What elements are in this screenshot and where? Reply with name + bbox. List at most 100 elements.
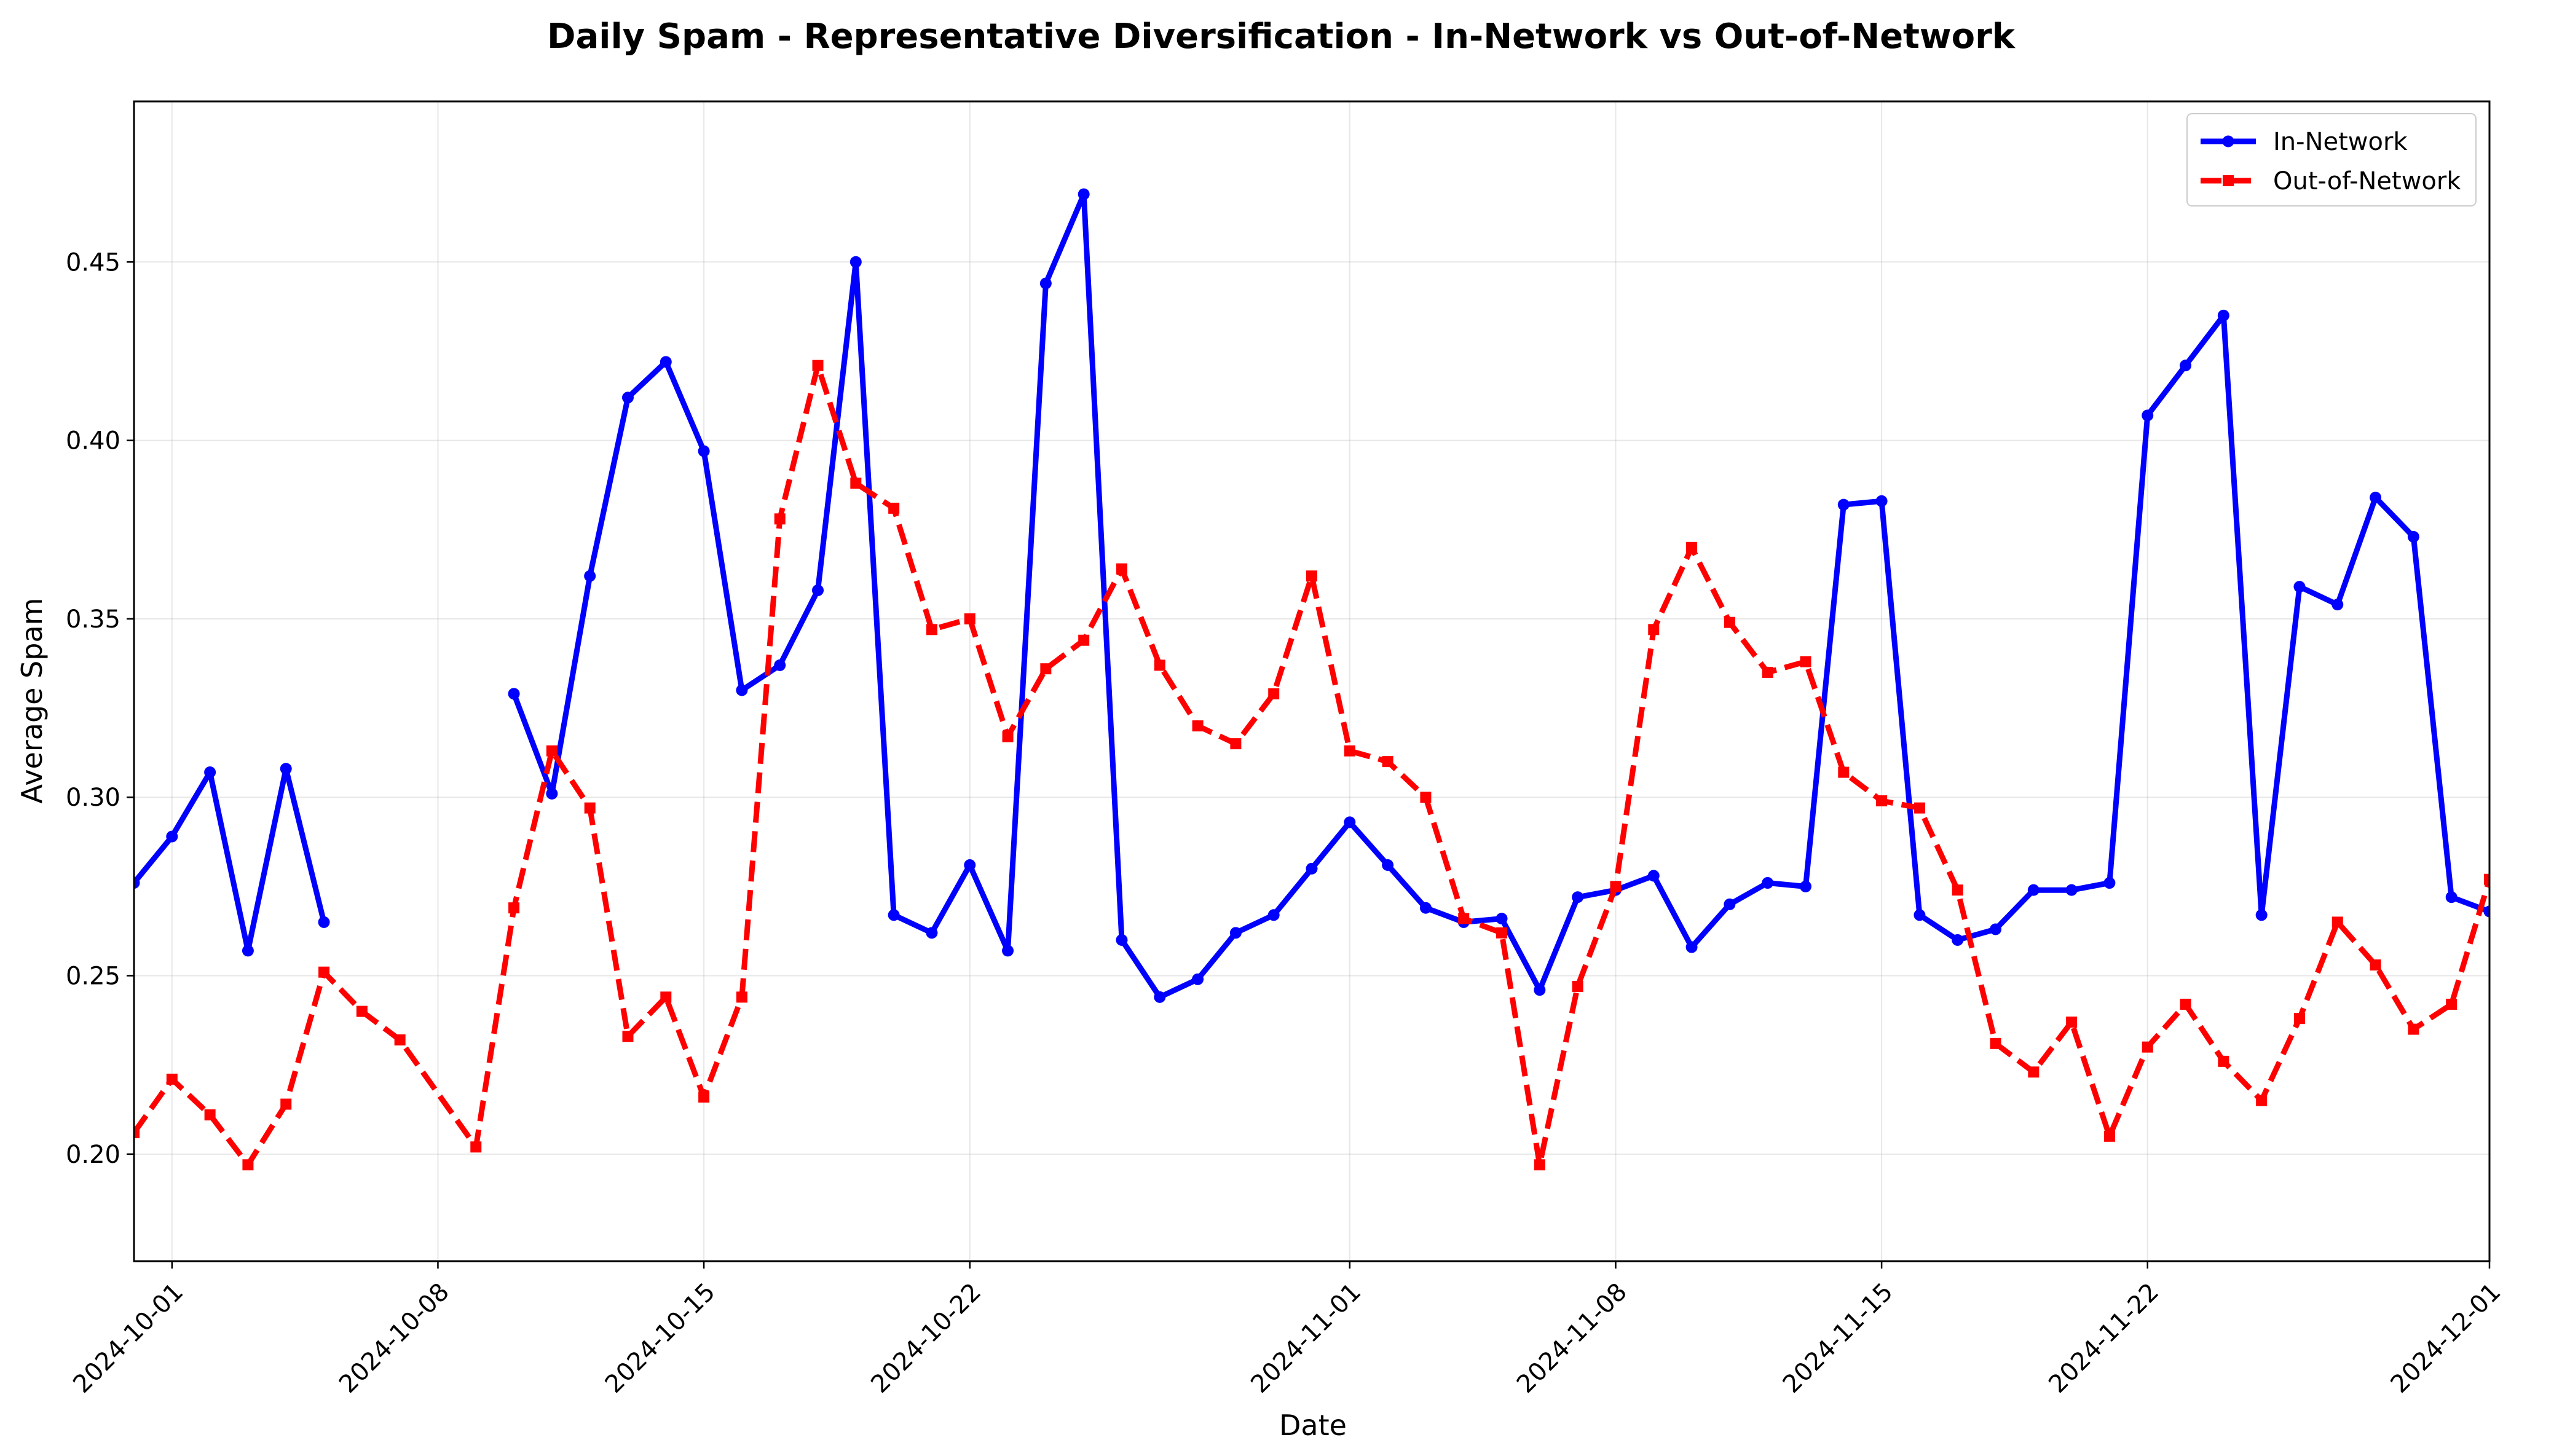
series-line-out-of-network: [134, 363, 2489, 1168]
data-point-in-network: [660, 356, 672, 368]
data-point-in-network: [2483, 905, 2489, 918]
data-point-out-of-network: [356, 1005, 368, 1017]
data-point-in-network: [1154, 991, 1166, 1003]
data-point-out-of-network: [2103, 1130, 2115, 1142]
data-point-in-network: [1724, 898, 1736, 910]
data-point-in-network: [1875, 495, 1888, 507]
data-point-out-of-network: [1800, 656, 1811, 667]
data-point-in-network: [2445, 891, 2458, 903]
data-point-out-of-network: [1382, 756, 1393, 768]
data-point-in-network: [1306, 862, 1318, 875]
data-point-in-network: [1078, 188, 1090, 200]
data-point-in-network: [1534, 984, 1546, 996]
x-tick-label: 2024-10-22: [865, 1278, 987, 1399]
data-point-in-network: [888, 909, 900, 921]
data-point-in-network: [1837, 498, 1850, 511]
legend-marker-in-network: [2222, 135, 2234, 148]
data-point-in-network: [2180, 360, 2192, 372]
x-tick-label: 2024-12-01: [2386, 1278, 2507, 1399]
axis-ticks: 0.20 0.25 0.30 0.35 0.40 0.45 2024-10-01 2024-1…: [66, 248, 2506, 1399]
data-point-in-network: [2370, 491, 2382, 503]
data-point-out-of-network: [774, 513, 786, 525]
data-point-in-network: [698, 445, 710, 457]
y-tick-label: 0.25: [66, 962, 120, 991]
x-tick-label: 2024-10-15: [600, 1278, 721, 1399]
data-point-in-network: [621, 392, 634, 404]
data-point-out-of-network: [2180, 998, 2191, 1010]
data-point-out-of-network: [2446, 998, 2458, 1010]
data-point-in-network: [2027, 884, 2040, 896]
data-point-in-network: [1192, 973, 1204, 985]
legend-label-out-of-network: Out-of-Network: [2273, 167, 2461, 195]
data-point-out-of-network: [2293, 1013, 2305, 1025]
data-point-out-of-network: [1838, 766, 1850, 778]
x-tick-label: 2024-11-08: [1512, 1278, 1633, 1399]
data-point-out-of-network: [470, 1141, 482, 1153]
data-point-out-of-network: [2028, 1066, 2040, 1078]
chart-title: Daily Spam - Representative Diversificat…: [547, 17, 2016, 57]
y-axis-label: Average Spam: [15, 598, 49, 804]
data-point-in-network: [2407, 530, 2419, 543]
data-point-out-of-network: [1154, 659, 1165, 671]
data-point-out-of-network: [1914, 802, 1925, 814]
series-line-in-network: [134, 191, 2489, 1000]
grid: [134, 101, 2490, 1261]
data-point-in-network: [2331, 599, 2344, 611]
data-point-out-of-network: [1648, 624, 1660, 636]
data-point-in-network: [2255, 909, 2268, 921]
data-point-out-of-network: [736, 991, 747, 1003]
data-point-in-network: [2142, 409, 2154, 422]
y-tick-label: 0.45: [66, 248, 120, 277]
data-point-out-of-network: [1002, 731, 1014, 742]
data-point-out-of-network: [1306, 570, 1317, 582]
data-point-in-network: [736, 684, 748, 696]
data-point-in-network: [926, 927, 938, 939]
data-point-in-network: [166, 830, 178, 843]
data-point-out-of-network: [888, 502, 900, 514]
data-point-out-of-network: [2256, 1095, 2268, 1106]
data-point-in-network: [964, 859, 976, 872]
y-tick-label: 0.35: [66, 605, 120, 634]
data-point-out-of-network: [1876, 795, 1888, 807]
data-point-out-of-network: [1344, 745, 1355, 757]
data-point-in-network: [134, 877, 140, 889]
data-point-out-of-network: [584, 802, 596, 814]
data-point-out-of-network: [1458, 913, 1470, 924]
data-point-out-of-network: [166, 1073, 178, 1085]
data-point-out-of-network: [508, 902, 520, 914]
data-point-out-of-network: [1420, 792, 1432, 803]
data-point-out-of-network: [964, 613, 976, 624]
y-tick-label: 0.20: [66, 1141, 120, 1169]
data-point-in-network: [849, 256, 862, 268]
x-axis-label: Date: [1279, 1409, 1347, 1442]
data-point-out-of-network: [134, 1127, 140, 1138]
data-point-in-network: [1990, 923, 2002, 935]
series-in-network: [134, 188, 2489, 1003]
y-tick-label: 0.30: [66, 784, 120, 812]
data-point-in-network: [1685, 941, 1698, 953]
data-point-in-network: [1952, 934, 1964, 946]
plot-area-frame: [133, 100, 2491, 1262]
y-tick-label: 0.40: [66, 427, 120, 455]
data-point-in-network: [2103, 877, 2116, 889]
data-point-in-network: [1002, 945, 1014, 957]
data-point-out-of-network: [1496, 927, 1508, 939]
data-point-out-of-network: [2066, 1016, 2078, 1028]
data-point-out-of-network: [1610, 881, 1622, 892]
data-point-in-network: [318, 916, 330, 928]
data-point-in-network: [2293, 581, 2306, 593]
data-point-in-network: [242, 945, 254, 957]
series-layer: [134, 188, 2489, 1171]
data-point-out-of-network: [2142, 1041, 2153, 1053]
data-point-out-of-network: [2218, 1055, 2229, 1067]
data-point-in-network: [2217, 309, 2229, 321]
legend-box: [2186, 113, 2477, 207]
data-point-out-of-network: [1762, 666, 1773, 678]
data-point-out-of-network: [1268, 688, 1280, 699]
data-point-out-of-network: [812, 360, 824, 371]
data-point-in-network: [1229, 927, 1242, 939]
data-point-out-of-network: [546, 745, 558, 757]
data-point-in-network: [1496, 913, 1508, 925]
